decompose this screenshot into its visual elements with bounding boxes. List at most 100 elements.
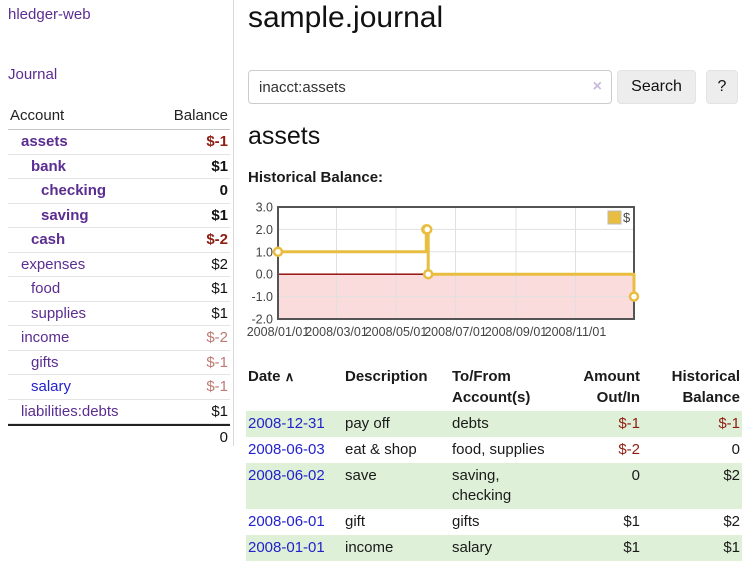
register-header-row: Date ∧ Description To/From Account(s) Am… bbox=[246, 364, 742, 411]
account-link[interactable]: liabilities:debts bbox=[21, 402, 119, 420]
transaction-date-link[interactable]: 2008-01-01 bbox=[248, 539, 325, 556]
transaction-amount: $1 bbox=[623, 513, 640, 530]
x-axis-tick-label: 2008/03/01 bbox=[305, 325, 368, 339]
transaction-accounts: gifts bbox=[452, 513, 480, 530]
account-link[interactable]: income bbox=[21, 329, 70, 346]
x-axis-tick-label: 2008/01/01 bbox=[247, 325, 310, 339]
clear-search-icon[interactable]: × bbox=[592, 78, 602, 95]
account-balance: $-2 bbox=[206, 231, 228, 248]
historical-balance-chart: 3.0 2.0 1.0 0.0 -1.0 -2.0 2008/01/01 2008/03/01… bbox=[247, 201, 742, 343]
transaction-balance: 0 bbox=[731, 441, 740, 458]
account-link[interactable]: supplies bbox=[31, 304, 87, 322]
legend-swatch bbox=[607, 210, 622, 225]
transaction-date-link[interactable]: 2008-06-02 bbox=[248, 467, 325, 484]
register-row[interactable]: 2008-12-31 pay off debts $-1 $-1 bbox=[246, 411, 742, 437]
account-link[interactable]: gifts bbox=[31, 353, 59, 371]
app-title-link[interactable]: hledger-web bbox=[8, 6, 91, 23]
account-row: checking 0 bbox=[8, 179, 230, 204]
transaction-date-link[interactable]: 2008-12-31 bbox=[248, 415, 325, 432]
account-balance: $1 bbox=[211, 304, 228, 322]
account-balance: $1 bbox=[211, 206, 228, 224]
account-link[interactable]: expenses bbox=[21, 255, 86, 273]
account-row: income $-2 bbox=[8, 326, 230, 351]
transaction-balance: $-1 bbox=[718, 415, 740, 432]
account-link[interactable]: cash bbox=[31, 231, 66, 248]
account-link[interactable]: checking bbox=[41, 182, 107, 199]
y-axis-tick-label: 3.0 bbox=[256, 201, 273, 215]
data-point-marker bbox=[422, 268, 434, 280]
transaction-accounts: salary bbox=[452, 539, 493, 556]
sidebar: hledger-web Journal Account Balance asse… bbox=[0, 0, 234, 446]
transaction-amount: 0 bbox=[631, 467, 640, 484]
account-total-row: 0 bbox=[8, 424, 230, 449]
account-balance: 0 bbox=[219, 182, 228, 199]
transaction-date-link[interactable]: 2008-06-03 bbox=[248, 441, 325, 458]
chart-label: Historical Balance: bbox=[248, 169, 384, 186]
account-row: cash $-2 bbox=[8, 228, 230, 253]
account-link[interactable]: bank bbox=[31, 157, 67, 175]
y-axis-tick-label: 2.0 bbox=[256, 223, 273, 237]
x-axis-tick-label: 2008/07/01 bbox=[424, 325, 487, 339]
main-content: sample.journal × Search ? assets Histori… bbox=[246, 0, 742, 582]
plot-border bbox=[277, 206, 635, 320]
account-row: saving $1 bbox=[8, 204, 230, 228]
account-balance: $1 bbox=[211, 402, 228, 420]
data-point-marker bbox=[272, 246, 284, 258]
account-balance-table: Account Balance assets $-1 bank $1 checking 0… bbox=[8, 103, 230, 449]
transaction-date-link[interactable]: 2008-06-01 bbox=[248, 513, 325, 530]
y-axis-tick-label: 1.0 bbox=[256, 245, 273, 259]
transaction-amount: $-1 bbox=[618, 415, 640, 432]
account-row: salary $-1 bbox=[8, 375, 230, 400]
account-row: gifts $-1 bbox=[8, 351, 230, 375]
transaction-accounts: food, supplies bbox=[452, 441, 545, 458]
search-button[interactable]: Search bbox=[617, 70, 696, 104]
account-table-body: assets $-1 bank $1 checking 0 saving $1 cash $-2 e… bbox=[8, 130, 230, 424]
account-balance: $-1 bbox=[206, 133, 228, 150]
account-link[interactable]: assets bbox=[21, 133, 68, 150]
register-row[interactable]: 2008-01-01 income salary $1 $1 bbox=[246, 535, 742, 561]
account-balance: $-1 bbox=[206, 353, 228, 371]
register-body: 2008-12-31 pay off debts $-1 $-1 2008-06-03 ea… bbox=[246, 411, 742, 561]
account-row: bank $1 bbox=[8, 155, 230, 179]
account-link[interactable]: saving bbox=[41, 206, 89, 224]
help-button[interactable]: ? bbox=[706, 70, 738, 104]
data-point-marker bbox=[628, 291, 640, 302]
search-input[interactable] bbox=[248, 70, 612, 104]
sort-ascending-icon: ∧ bbox=[284, 369, 295, 384]
account-balance: $-2 bbox=[206, 329, 228, 346]
account-heading: assets bbox=[248, 122, 321, 150]
legend-label: $ bbox=[623, 210, 631, 225]
transaction-description: save bbox=[345, 467, 377, 484]
account-balance: $2 bbox=[211, 255, 228, 273]
account-link[interactable]: salary bbox=[31, 378, 72, 395]
transaction-description: eat & shop bbox=[345, 441, 417, 458]
account-row: assets $-1 bbox=[8, 130, 230, 155]
transaction-accounts: debts bbox=[452, 415, 489, 432]
account-balance: $1 bbox=[211, 280, 228, 297]
account-row: expenses $2 bbox=[8, 253, 230, 277]
account-link[interactable]: food bbox=[31, 280, 61, 297]
account-column-header: Account bbox=[10, 107, 65, 124]
transaction-description: income bbox=[345, 539, 394, 556]
register-row[interactable]: 2008-06-03 eat & shop food, supplies $-2 0 bbox=[246, 437, 742, 463]
balance-column-header: Balance bbox=[173, 107, 228, 124]
data-point-marker bbox=[421, 224, 433, 235]
amount-column-header: Amount Out/In bbox=[583, 368, 640, 406]
transaction-balance: $2 bbox=[723, 513, 740, 530]
y-axis-tick-label: -1.0 bbox=[251, 290, 273, 304]
search-row: × Search ? bbox=[248, 70, 742, 104]
sidebar-item-journal[interactable]: Journal bbox=[8, 66, 58, 83]
account-balance: $-1 bbox=[206, 378, 228, 395]
x-axis-tick-label: 2008/11/01 bbox=[545, 325, 607, 339]
transaction-accounts: saving, checking bbox=[452, 467, 512, 504]
account-row: supplies $1 bbox=[8, 302, 230, 326]
page-title: sample.journal bbox=[248, 1, 444, 34]
transaction-amount: $1 bbox=[623, 539, 640, 556]
total-balance: 0 bbox=[219, 429, 228, 446]
register-row[interactable]: 2008-06-01 gift gifts $1 $2 bbox=[246, 509, 742, 535]
date-column-header[interactable]: Date ∧ bbox=[248, 368, 295, 385]
register-row[interactable]: 2008-06-02 save saving, checking 0 $2 bbox=[246, 463, 742, 509]
y-axis-tick-label: -2.0 bbox=[251, 313, 273, 327]
account-table-header: Account Balance bbox=[8, 103, 230, 130]
balance-chart: 3.0 2.0 1.0 0.0 -1.0 -2.02008/01/012008/03/01… bbox=[247, 201, 640, 339]
